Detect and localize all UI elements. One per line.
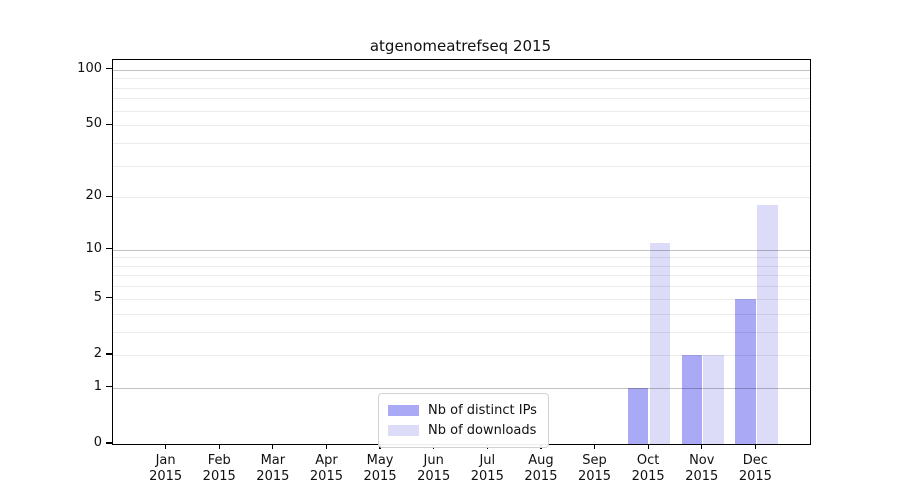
x-tick-month: Nov xyxy=(689,453,715,468)
x-tick-label: Dec 2015 xyxy=(727,453,783,484)
x-tick-label: Jun 2015 xyxy=(406,453,462,484)
y-tick-mark xyxy=(106,386,112,388)
y-tick-label: 20 xyxy=(85,188,102,204)
legend-row: Nb of downloads xyxy=(388,420,537,440)
x-tick-label: Jan 2015 xyxy=(138,453,194,484)
chart-title: atgenomeatrefseq 2015 xyxy=(369,37,552,55)
legend-label: Nb of distinct IPs xyxy=(428,402,537,418)
x-tick-label: Oct 2015 xyxy=(620,453,676,484)
x-tick-year: 2015 xyxy=(577,468,612,484)
y-tick-label: 50 xyxy=(85,116,102,132)
legend-label: Nb of downloads xyxy=(428,422,537,438)
x-tick-label: Jul 2015 xyxy=(459,453,515,484)
x-tick-month: Jan xyxy=(155,453,176,468)
x-tick-year: 2015 xyxy=(631,468,665,484)
legend-row: Nb of distinct IPs xyxy=(388,400,537,420)
y-tick-label: 100 xyxy=(77,60,102,76)
x-tick-label: Apr 2015 xyxy=(298,453,354,484)
y-tick-label: 2 xyxy=(93,345,102,361)
x-tick-label: Feb 2015 xyxy=(191,453,247,484)
x-tick-month: Apr xyxy=(315,453,338,468)
bars-layer xyxy=(113,60,810,444)
x-tick-mark xyxy=(272,444,274,449)
bar-ips-nov xyxy=(681,354,703,444)
bar-ips-oct xyxy=(627,387,649,444)
x-tick-label: Aug 2015 xyxy=(513,453,569,484)
y-tick-mark xyxy=(106,123,112,125)
bar-downloads-oct xyxy=(649,242,671,444)
x-tick-mark xyxy=(701,444,703,449)
x-tick-month: Mar xyxy=(260,453,286,468)
x-tick-month: May xyxy=(366,453,394,468)
y-tick-label: 5 xyxy=(93,289,102,305)
bar-downloads-dec xyxy=(757,205,778,444)
x-tick-label: May 2015 xyxy=(352,453,408,484)
plot-area: Nb of distinct IPs Nb of downloads xyxy=(112,59,811,448)
y-tick-label: 1 xyxy=(93,378,102,394)
y-tick-mark xyxy=(106,247,112,250)
y-tick-mark xyxy=(106,68,112,70)
x-tick-year: 2015 xyxy=(738,468,772,484)
bar-downloads-nov xyxy=(703,354,724,444)
x-tick-year: 2015 xyxy=(470,468,504,484)
x-tick-mark xyxy=(165,444,167,449)
x-tick-year: 2015 xyxy=(524,468,558,484)
x-tick-label: Mar 2015 xyxy=(245,453,301,484)
y-tick-mark xyxy=(106,195,112,197)
x-tick-month: Jun xyxy=(423,453,444,468)
y-tick-label: 0 xyxy=(93,435,102,450)
x-tick-year: 2015 xyxy=(417,468,451,484)
x-tick-year: 2015 xyxy=(202,468,236,484)
x-tick-mark xyxy=(647,444,649,449)
legend: Nb of distinct IPs Nb of downloads xyxy=(378,393,549,448)
y-tick-mark xyxy=(106,442,112,444)
x-tick-month: Jul xyxy=(479,453,496,468)
x-tick-label: Sep 2015 xyxy=(567,453,623,484)
x-tick-month: Feb xyxy=(207,453,231,468)
x-tick-year: 2015 xyxy=(309,468,343,484)
x-tick-month: Dec xyxy=(742,453,768,468)
legend-swatch-ips xyxy=(388,404,419,416)
x-tick-mark xyxy=(593,444,596,449)
x-tick-mark xyxy=(754,444,756,449)
legend-swatch-downloads xyxy=(388,424,419,436)
x-tick-label: Nov 2015 xyxy=(674,453,730,484)
x-tick-month: Oct xyxy=(636,453,660,468)
y-tick-mark xyxy=(106,353,112,355)
x-tick-year: 2015 xyxy=(149,468,183,484)
x-tick-month: Sep xyxy=(582,453,607,468)
x-tick-year: 2015 xyxy=(685,468,719,484)
y-tick-label: 10 xyxy=(85,240,102,256)
x-tick-mark xyxy=(325,444,328,449)
bar-ips-dec xyxy=(735,298,756,444)
x-tick-year: 2015 xyxy=(363,468,397,484)
x-tick-mark xyxy=(218,444,220,449)
x-tick-year: 2015 xyxy=(256,468,290,484)
y-tick-mark xyxy=(106,297,112,299)
x-tick-month: Aug xyxy=(528,453,554,468)
